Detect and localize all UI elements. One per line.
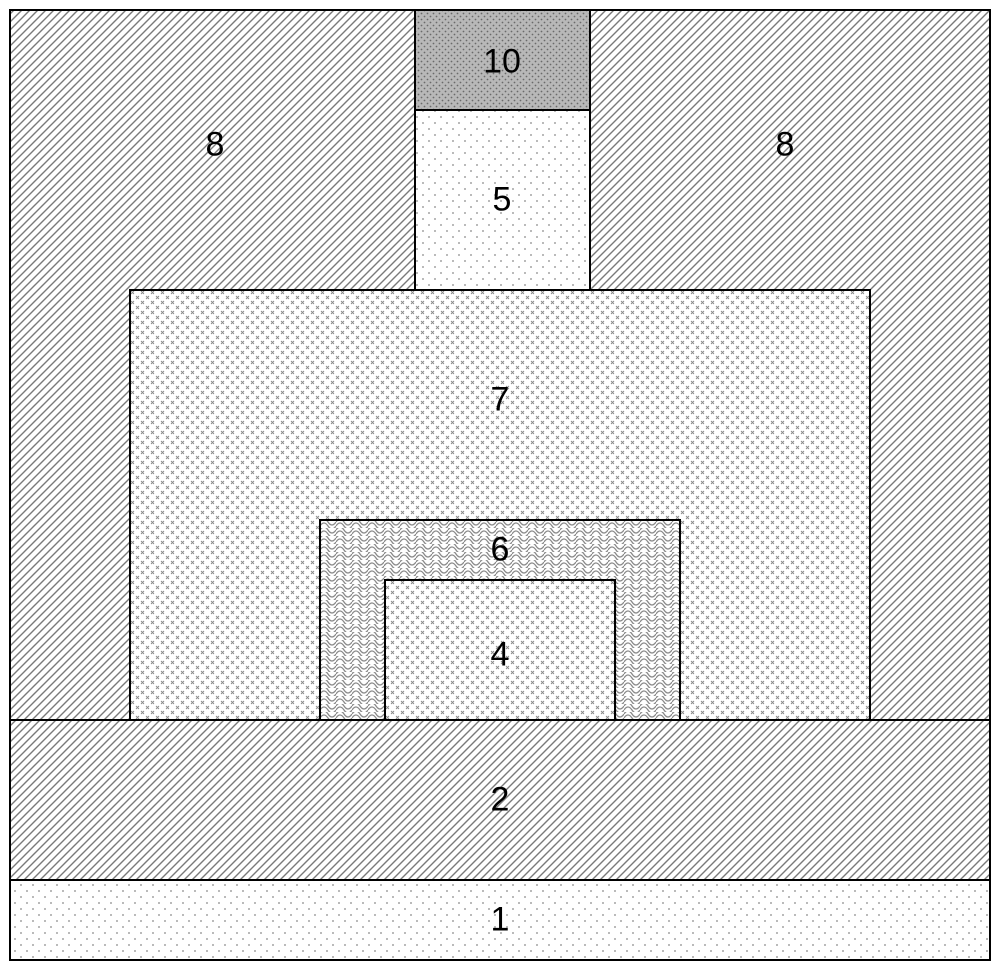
label-layer-8-left: 8 xyxy=(206,126,225,165)
label-layer-8-right-label: 8 xyxy=(776,126,795,165)
label-layer-2: 2 xyxy=(491,781,510,820)
label-layer-6: 6 xyxy=(491,531,510,570)
label-layer-5: 5 xyxy=(493,181,512,220)
label-layer-7: 7 xyxy=(491,381,510,420)
label-layer-4: 4 xyxy=(491,636,510,675)
diagram-svg xyxy=(0,0,1000,970)
label-layer-1: 1 xyxy=(491,901,510,940)
diagram-canvas: 1 2 8 8 7 6 4 5 10 xyxy=(0,0,1000,970)
label-layer-10: 10 xyxy=(483,43,521,82)
